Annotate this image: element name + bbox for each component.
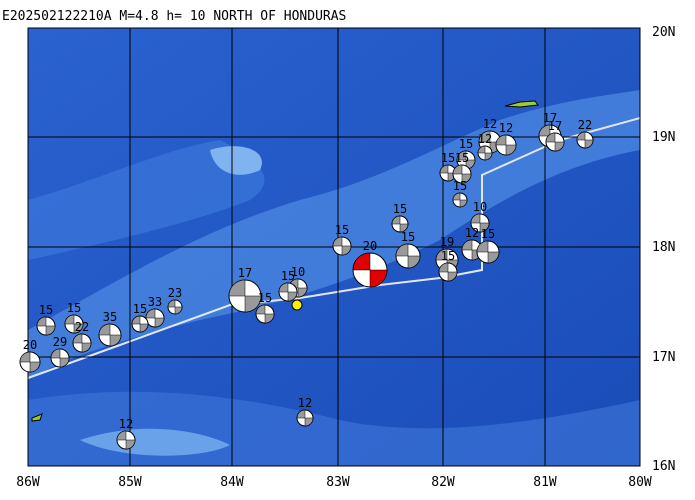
depth-label: 12 bbox=[298, 396, 312, 410]
island bbox=[31, 413, 43, 422]
depth-label: 17 bbox=[548, 119, 562, 133]
depth-label: 15 bbox=[258, 291, 272, 305]
beachball-quadrant bbox=[116, 430, 136, 450]
beachball-quadrant bbox=[476, 240, 500, 264]
beachball-quadrant bbox=[19, 351, 41, 373]
beachball-quadrant bbox=[545, 132, 565, 152]
depth-label: 15 bbox=[441, 151, 455, 165]
depth-label: 15 bbox=[453, 179, 467, 193]
y-label: 16N bbox=[652, 459, 675, 474]
depth-label: 15 bbox=[393, 202, 407, 216]
y-label: 20N bbox=[652, 25, 675, 40]
depth-label: 15 bbox=[401, 230, 415, 244]
x-label: 82W bbox=[431, 475, 455, 490]
beachball-quadrant bbox=[131, 315, 149, 333]
y-label: 18N bbox=[652, 240, 675, 255]
depth-label: 12 bbox=[465, 226, 479, 240]
depth-label: 20 bbox=[363, 239, 377, 253]
depth-label: 12 bbox=[478, 132, 492, 146]
depth-label: 17 bbox=[543, 111, 557, 125]
depth-label: 12 bbox=[483, 117, 497, 131]
depth-label: 23 bbox=[168, 286, 182, 300]
x-label: 84W bbox=[220, 475, 244, 490]
x-label: 81W bbox=[533, 475, 557, 490]
beachball-quadrant bbox=[452, 164, 472, 184]
title: E202502122210A M=4.8 h= 10 NORTH OF HOND… bbox=[2, 9, 346, 24]
depth-label: 35 bbox=[103, 310, 117, 324]
island bbox=[504, 100, 539, 108]
x-label: 85W bbox=[118, 475, 142, 490]
depth-label: 15 bbox=[281, 269, 295, 283]
bank-south bbox=[80, 428, 230, 456]
beachball-quadrant bbox=[296, 409, 314, 427]
depth-label: 22 bbox=[578, 118, 592, 132]
depth-label: 33 bbox=[148, 295, 162, 309]
depth-label: 12 bbox=[119, 417, 133, 431]
beachball-quadrant bbox=[395, 243, 421, 269]
depth-label: 17 bbox=[238, 266, 252, 280]
y-label: 17N bbox=[652, 350, 675, 365]
y-label: 19N bbox=[652, 130, 675, 145]
depth-label: 15 bbox=[459, 137, 473, 151]
plate-boundary bbox=[27, 117, 641, 379]
beachball-quadrant bbox=[332, 236, 352, 256]
beachball-quadrant bbox=[352, 252, 388, 288]
beachball-quadrant bbox=[36, 316, 56, 336]
depth-label: 15 bbox=[481, 227, 495, 241]
beachball-quadrant bbox=[391, 215, 409, 233]
depth-label: 29 bbox=[53, 335, 67, 349]
x-label: 80W bbox=[628, 475, 652, 490]
beachball-quadrant bbox=[477, 145, 493, 161]
depth-label: 12 bbox=[499, 121, 513, 135]
depth-label: 15 bbox=[335, 223, 349, 237]
beachball-quadrant bbox=[576, 131, 594, 149]
depth-label: 22 bbox=[75, 320, 89, 334]
depth-label: 20 bbox=[23, 338, 37, 352]
depth-label: 15 bbox=[67, 301, 81, 315]
depth-label: 15 bbox=[39, 303, 53, 317]
x-label: 83W bbox=[326, 475, 350, 490]
beachball-quadrant bbox=[98, 323, 122, 347]
depth-label: 15 bbox=[441, 249, 455, 263]
depth-label: 19 bbox=[440, 235, 454, 249]
x-label: 86W bbox=[16, 475, 40, 490]
epicenter bbox=[291, 299, 303, 311]
depth-label: 10 bbox=[473, 200, 487, 214]
beachball-quadrant bbox=[50, 348, 70, 368]
frame bbox=[27, 27, 641, 467]
beachball-quadrant bbox=[278, 282, 298, 302]
shelf bbox=[28, 140, 265, 260]
beachball-quadrant bbox=[470, 213, 490, 233]
beachball-quadrant bbox=[452, 192, 468, 208]
beachball-quadrant bbox=[255, 304, 275, 324]
beachball-quadrant bbox=[167, 299, 183, 315]
depth-label: 15 bbox=[455, 151, 469, 165]
beachball-quadrant bbox=[64, 314, 84, 334]
bank bbox=[210, 146, 262, 175]
beachball-quadrant bbox=[495, 134, 517, 156]
beachball-quadrant bbox=[438, 262, 458, 282]
beachball-quadrant bbox=[228, 279, 262, 313]
depth-label: 15 bbox=[133, 302, 147, 316]
depth-label: 10 bbox=[291, 265, 305, 279]
beachball-quadrant bbox=[72, 333, 92, 353]
